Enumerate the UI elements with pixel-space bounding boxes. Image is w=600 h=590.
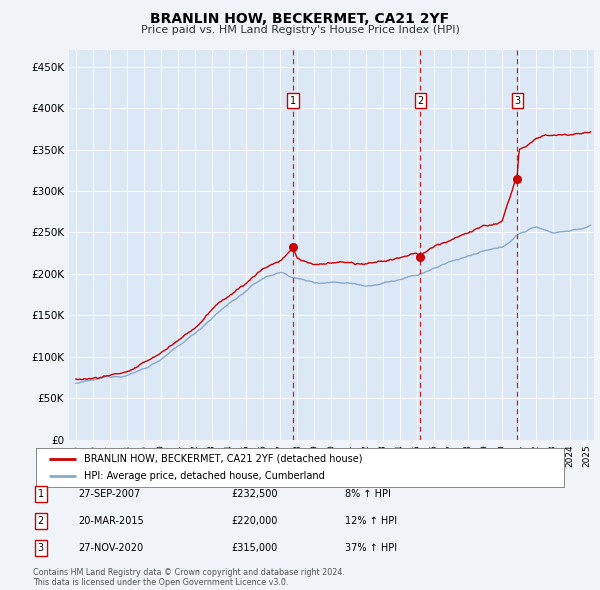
Text: 20-MAR-2015: 20-MAR-2015: [78, 516, 144, 526]
Text: £220,000: £220,000: [231, 516, 277, 526]
Text: 3: 3: [38, 543, 44, 553]
Text: Price paid vs. HM Land Registry's House Price Index (HPI): Price paid vs. HM Land Registry's House …: [140, 25, 460, 35]
Text: 27-NOV-2020: 27-NOV-2020: [78, 543, 143, 553]
Text: 37% ↑ HPI: 37% ↑ HPI: [345, 543, 397, 553]
Text: Contains HM Land Registry data © Crown copyright and database right 2024.
This d: Contains HM Land Registry data © Crown c…: [33, 568, 345, 587]
Text: 27-SEP-2007: 27-SEP-2007: [78, 489, 140, 499]
Text: BRANLIN HOW, BECKERMET, CA21 2YF: BRANLIN HOW, BECKERMET, CA21 2YF: [151, 12, 449, 26]
Text: 2: 2: [38, 516, 44, 526]
Text: 1: 1: [38, 489, 44, 499]
Text: HPI: Average price, detached house, Cumberland: HPI: Average price, detached house, Cumb…: [83, 471, 324, 481]
Text: £315,000: £315,000: [231, 543, 277, 553]
Text: 2: 2: [418, 96, 424, 106]
Text: BRANLIN HOW, BECKERMET, CA21 2YF (detached house): BRANLIN HOW, BECKERMET, CA21 2YF (detach…: [83, 454, 362, 464]
Text: 1: 1: [290, 96, 296, 106]
Text: 3: 3: [514, 96, 521, 106]
Text: 12% ↑ HPI: 12% ↑ HPI: [345, 516, 397, 526]
Text: £232,500: £232,500: [231, 489, 277, 499]
Text: 8% ↑ HPI: 8% ↑ HPI: [345, 489, 391, 499]
